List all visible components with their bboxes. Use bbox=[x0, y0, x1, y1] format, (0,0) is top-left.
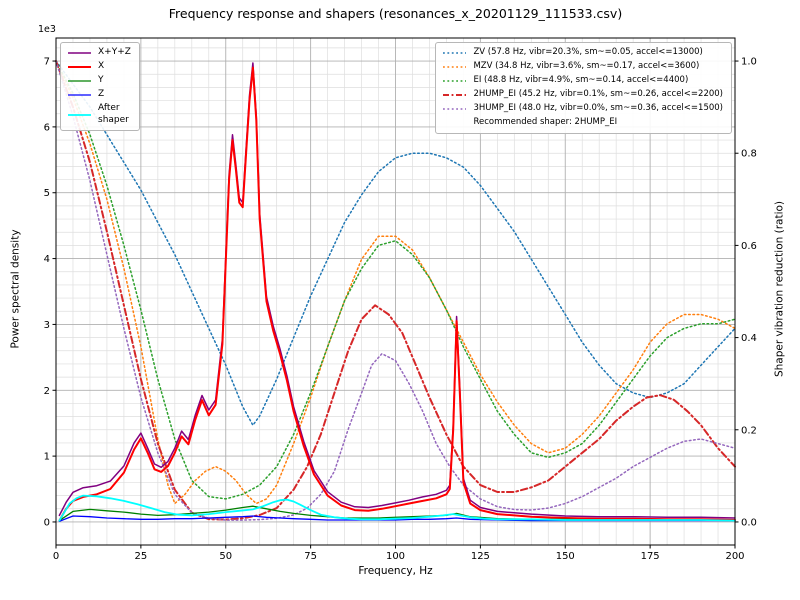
legend-line-swatch bbox=[68, 113, 91, 116]
x-tick-label: 0 bbox=[53, 551, 59, 562]
legend-line-swatch bbox=[443, 52, 467, 54]
y-axis-offset-text: 1e3 bbox=[38, 24, 56, 35]
series-2HUMP_EI bbox=[55, 60, 736, 521]
x-axis-label: Frequency, Hz bbox=[358, 565, 433, 577]
series-z bbox=[58, 515, 736, 522]
y-tick-label-left: 2 bbox=[44, 386, 50, 397]
legend-entry: Recommended shaper: 2HUMP_EI bbox=[442, 117, 723, 129]
series-x bbox=[58, 66, 736, 522]
y-tick-label-right: 0.4 bbox=[741, 333, 757, 344]
x-tick-label: 75 bbox=[304, 551, 317, 562]
legend-entry: X bbox=[67, 61, 131, 73]
y-tick-label-right: 0.0 bbox=[741, 517, 757, 528]
x-tick-label: 50 bbox=[219, 551, 232, 562]
legend-label: MZV (34.8 Hz, vibr=3.6%, sm~=0.17, accel… bbox=[473, 61, 700, 72]
y-tick-label-right: 0.8 bbox=[741, 149, 757, 160]
y-axis-label-left: Power spectral density bbox=[9, 229, 22, 349]
legend-line-swatch bbox=[68, 94, 91, 96]
legend-line-swatch bbox=[443, 80, 467, 82]
y-tick-label-right: 0.6 bbox=[741, 241, 757, 252]
legend-entry: 2HUMP_EI (45.2 Hz, vibr=0.1%, sm~=0.26, … bbox=[442, 89, 723, 101]
series-after_shaper bbox=[58, 494, 736, 522]
legend-line-swatch bbox=[68, 52, 91, 54]
legend-label: ZV (57.8 Hz, vibr=20.3%, sm~=0.05, accel… bbox=[473, 47, 703, 58]
legend-label: X bbox=[98, 61, 105, 72]
series-ZV bbox=[55, 60, 736, 426]
series-MZV bbox=[55, 60, 736, 505]
y-tick-label-left: 3 bbox=[44, 320, 50, 331]
x-tick-label: 100 bbox=[386, 551, 405, 562]
y-tick-label-right: 1.0 bbox=[741, 57, 757, 68]
y-tick-label-left: 0 bbox=[44, 517, 50, 528]
y-axis-label-right: Shaper vibration reduction (ratio) bbox=[773, 200, 786, 378]
legend-line-swatch bbox=[443, 94, 467, 96]
legend-psd-box: X+Y+Z X Y Z After shaper bbox=[60, 42, 140, 132]
x-tick-label: 175 bbox=[641, 551, 660, 562]
legend-entry: 3HUMP_EI (48.0 Hz, vibr=0.0%, sm~=0.36, … bbox=[442, 103, 723, 115]
legend-entry: EI (48.8 Hz, vibr=4.9%, sm~=0.14, accel<… bbox=[442, 75, 723, 87]
y-tick-label-left: 7 bbox=[44, 57, 50, 68]
y-tick-label-left: 6 bbox=[44, 122, 50, 133]
legend-label: Z bbox=[98, 89, 105, 100]
legend-label: After shaper bbox=[98, 103, 129, 125]
x-tick-label: 125 bbox=[471, 551, 490, 562]
chart-title: Frequency response and shapers (resonanc… bbox=[168, 6, 623, 21]
legend-label: X+Y+Z bbox=[98, 47, 131, 58]
series-EI bbox=[55, 60, 736, 500]
y-tick-label-left: 5 bbox=[44, 188, 50, 199]
legend-label: 3HUMP_EI (48.0 Hz, vibr=0.0%, sm~=0.36, … bbox=[473, 103, 723, 114]
legend-entry: After shaper bbox=[67, 103, 131, 126]
legend-line-swatch bbox=[443, 108, 467, 110]
y-tick-label-left: 4 bbox=[44, 254, 50, 265]
legend-label: Y bbox=[98, 75, 104, 86]
legend-entry: Y bbox=[67, 75, 131, 87]
x-tick-label: 200 bbox=[725, 551, 744, 562]
legend-entry: ZV (57.8 Hz, vibr=20.3%, sm~=0.05, accel… bbox=[442, 47, 723, 59]
legend-label: Recommended shaper: 2HUMP_EI bbox=[473, 117, 618, 128]
legend-line-swatch bbox=[443, 66, 467, 68]
legend-line-swatch bbox=[68, 66, 91, 68]
series-3HUMP_EI bbox=[55, 60, 736, 521]
y-tick-label-left: 1 bbox=[44, 452, 50, 463]
legend-shaper-box: ZV (57.8 Hz, vibr=20.3%, sm~=0.05, accel… bbox=[435, 42, 732, 134]
legend-entry: X+Y+Z bbox=[67, 47, 131, 59]
legend-entry: MZV (34.8 Hz, vibr=3.6%, sm~=0.17, accel… bbox=[442, 61, 723, 73]
y-tick-label-right: 0.2 bbox=[741, 425, 757, 436]
legend-swatch-empty bbox=[442, 117, 467, 129]
x-tick-label: 150 bbox=[556, 551, 575, 562]
x-tick-label: 25 bbox=[135, 551, 148, 562]
legend-line-swatch bbox=[68, 80, 91, 82]
legend-label: 2HUMP_EI (45.2 Hz, vibr=0.1%, sm~=0.26, … bbox=[473, 89, 723, 100]
legend-entry: Z bbox=[67, 89, 131, 101]
legend-label: EI (48.8 Hz, vibr=4.9%, sm~=0.14, accel<… bbox=[473, 75, 689, 86]
